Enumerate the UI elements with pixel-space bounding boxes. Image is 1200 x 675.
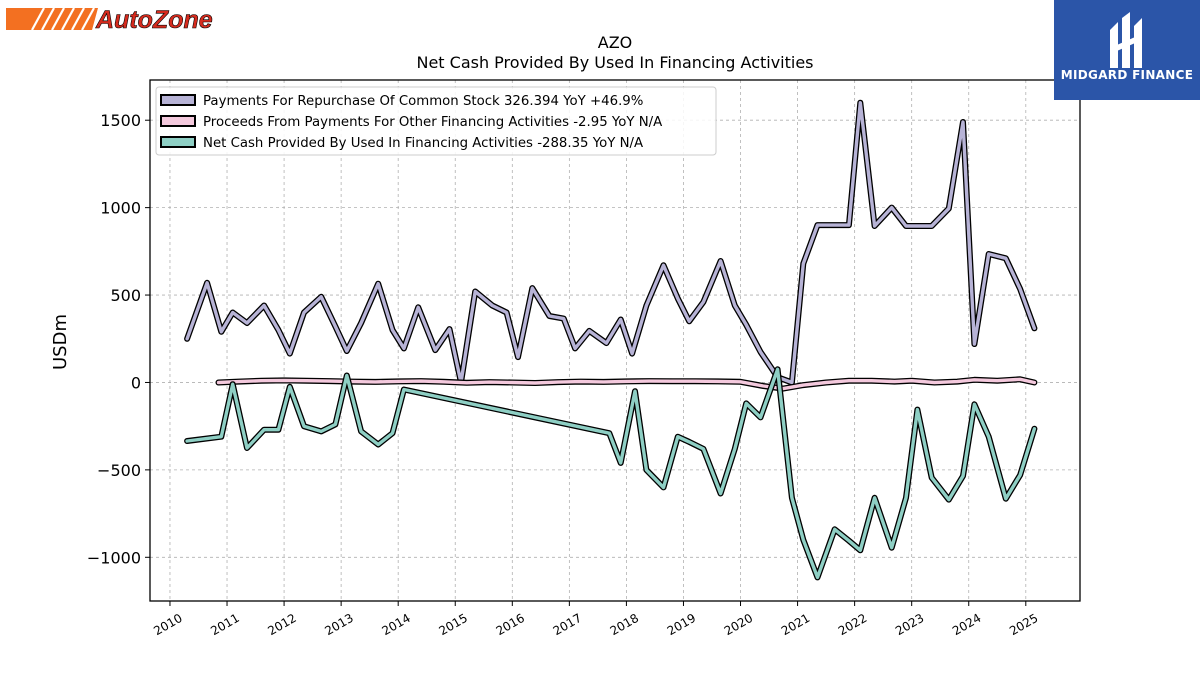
autozone-logo: AutoZone (6, 6, 232, 34)
series-1-line (185, 100, 1037, 385)
x-tick-label: 2024 (950, 611, 983, 638)
x-tick-label: 2025 (1007, 611, 1040, 638)
x-tick-label: 2013 (322, 611, 355, 638)
midgard-finance-logo: MIDGARD FINANCE (1054, 0, 1200, 100)
y-tick-label: −500 (97, 461, 141, 480)
x-tick-label: 2023 (893, 611, 926, 638)
midgard-finance-logo-text: MIDGARD FINANCE (1060, 68, 1194, 82)
plot-frame (149, 79, 1081, 602)
series-layer (184, 99, 1038, 581)
series-3-outline (184, 366, 1038, 581)
gridlines (150, 80, 1080, 601)
legend-swatch (160, 94, 196, 106)
x-tick-label: 2021 (779, 611, 812, 638)
midgard-logo-icon (1110, 12, 1142, 68)
y-axis-label: USDm (50, 314, 71, 370)
legend-box (155, 86, 717, 156)
legend-swatch (160, 115, 196, 127)
legend-swatch (160, 136, 196, 148)
y-tick-label: 500 (110, 286, 141, 305)
x-tick-label: 2011 (208, 611, 241, 638)
x-tick-label: 2017 (551, 611, 584, 638)
legend-entry-label: Net Cash Provided By Used In Financing A… (203, 136, 643, 151)
y-tick-label: 1500 (100, 111, 141, 130)
y-tick-label: 0 (131, 373, 141, 392)
x-tick-label: 2019 (665, 611, 698, 638)
x-tick-label: 2016 (494, 611, 527, 638)
x-tick-label: 2018 (608, 611, 641, 638)
legend-entry-label: Payments For Repurchase Of Common Stock … (203, 94, 643, 109)
x-tick-label: 2014 (379, 611, 412, 638)
x-axis-ticks: 2010 2011 2012 2013 2014 2015 2016 2017 2018 2019… (151, 601, 1041, 638)
autozone-logo-mark: AutoZone (6, 6, 213, 34)
x-tick-label: 2012 (265, 611, 298, 638)
chart-subtitle: Net Cash Provided By Used In Financing A… (416, 53, 813, 72)
series-2-line (216, 377, 1037, 391)
y-tick-label: −1000 (87, 548, 141, 567)
y-axis-ticks: −1000 −500 0 500 1000 1500 (87, 111, 150, 567)
y-tick-label: 1000 (100, 199, 141, 218)
autozone-logo-text: AutoZone (95, 6, 213, 32)
x-tick-label: 2022 (836, 611, 869, 638)
legend-entry-label: Proceeds From Payments For Other Financi… (203, 115, 662, 130)
x-tick-label: 2010 (151, 611, 184, 638)
x-tick-label: 2015 (437, 611, 470, 638)
legend: Payments For Repurchase Of Common Stock … (155, 86, 717, 156)
chart-title: AZO (598, 33, 633, 52)
series-3-line (185, 367, 1037, 580)
x-tick-label: 2020 (722, 611, 755, 638)
